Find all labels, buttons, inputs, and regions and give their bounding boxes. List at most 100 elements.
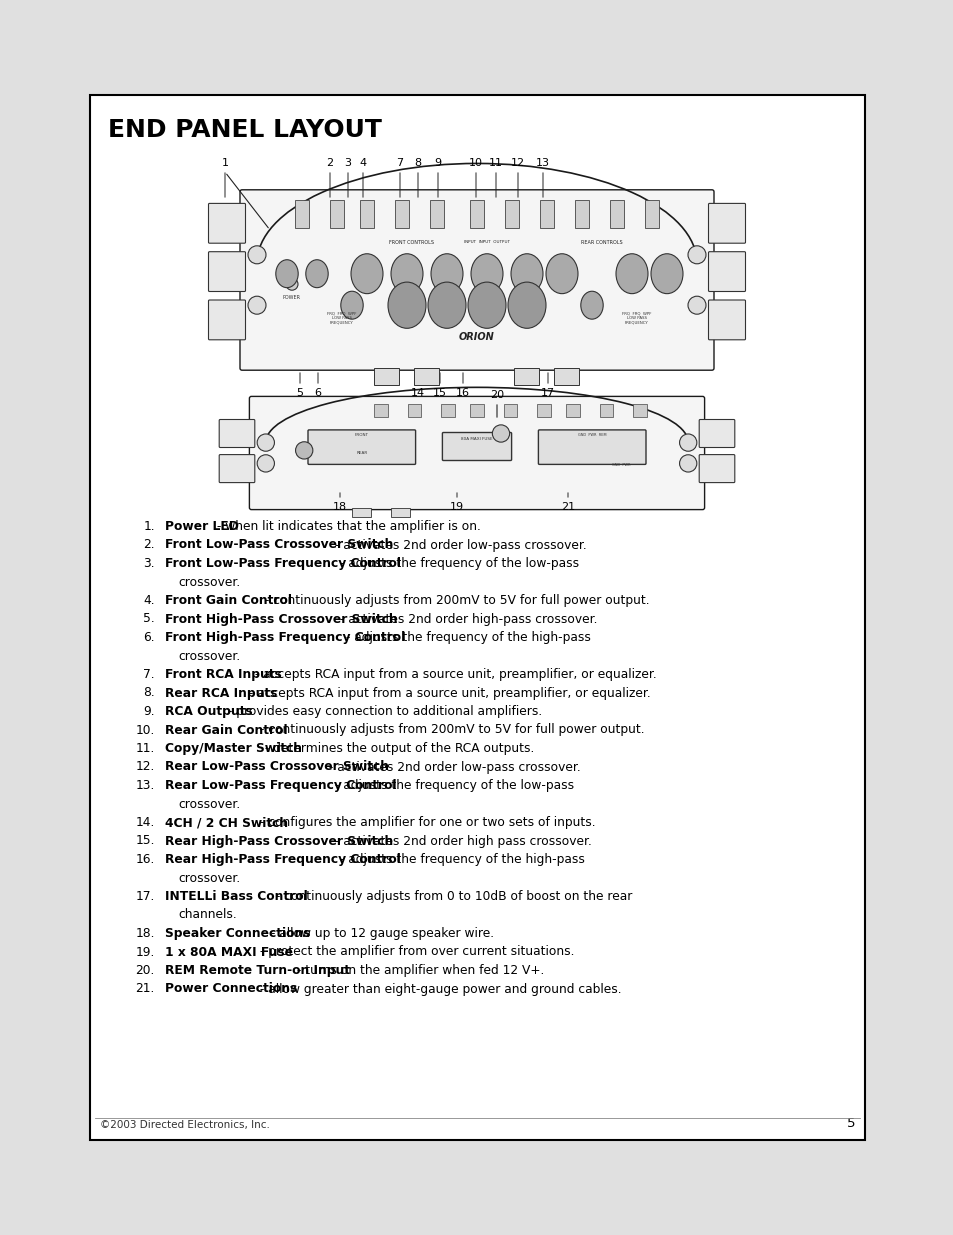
Text: 5: 5 (845, 1116, 854, 1130)
Bar (359, 200, 374, 227)
Text: Front High-Pass Frequency Control: Front High-Pass Frequency Control (165, 631, 405, 643)
Text: - allow up to 12 gauge speaker wire.: - allow up to 12 gauge speaker wire. (267, 927, 494, 940)
Ellipse shape (306, 259, 328, 288)
Text: 15.: 15. (135, 835, 154, 847)
Ellipse shape (616, 253, 647, 294)
Text: - determines the output of the RCA outputs.: - determines the output of the RCA outpu… (261, 742, 534, 755)
Text: 4.: 4. (143, 594, 154, 606)
Bar (609, 200, 623, 227)
Text: 16: 16 (456, 388, 470, 398)
Text: 10: 10 (469, 158, 482, 168)
Text: Rear Low-Pass Frequency Control: Rear Low-Pass Frequency Control (165, 779, 396, 792)
Circle shape (286, 278, 297, 290)
Text: Rear RCA Inputs: Rear RCA Inputs (165, 687, 277, 699)
Text: 13: 13 (536, 158, 550, 168)
Bar (352, 508, 371, 516)
Text: Rear High-Pass Frequency Control: Rear High-Pass Frequency Control (165, 853, 400, 866)
Ellipse shape (391, 253, 422, 294)
Text: ORION: ORION (458, 332, 495, 342)
Text: END PANEL LAYOUT: END PANEL LAYOUT (108, 119, 381, 142)
Text: - when lit indicates that the amplifier is on.: - when lit indicates that the amplifier … (213, 520, 480, 534)
FancyBboxPatch shape (699, 454, 734, 483)
Text: crossover.: crossover. (178, 650, 240, 662)
Text: 1: 1 (221, 158, 229, 168)
Text: 7: 7 (396, 158, 403, 168)
Text: REAR CONTROLS: REAR CONTROLS (580, 240, 622, 245)
Circle shape (679, 433, 696, 451)
Text: crossover.: crossover. (178, 872, 240, 884)
Text: 10.: 10. (135, 724, 154, 736)
Text: 6: 6 (314, 388, 321, 398)
Text: channels.: channels. (178, 909, 236, 921)
Text: ©2003 Directed Electronics, Inc.: ©2003 Directed Electronics, Inc. (100, 1120, 270, 1130)
Text: - configures the amplifier for one or two sets of inputs.: - configures the amplifier for one or tw… (255, 816, 595, 829)
Bar (537, 404, 550, 416)
Text: 15: 15 (433, 388, 447, 398)
Text: 80A MAXI FUSE: 80A MAXI FUSE (460, 437, 493, 441)
FancyBboxPatch shape (537, 430, 645, 464)
Circle shape (687, 246, 705, 264)
Text: REM Remote Turn-on Input: REM Remote Turn-on Input (165, 965, 350, 977)
Text: 14.: 14. (135, 816, 154, 829)
Text: 21.: 21. (135, 983, 154, 995)
FancyBboxPatch shape (708, 204, 744, 243)
Text: - accepts RCA input from a source unit, preamplifier, or equalizer.: - accepts RCA input from a source unit, … (245, 687, 650, 699)
Text: 8.: 8. (143, 687, 154, 699)
Text: 17: 17 (540, 388, 555, 398)
Circle shape (248, 246, 266, 264)
Bar (375, 368, 399, 385)
Ellipse shape (471, 253, 502, 294)
Text: Front Low-Pass Frequency Control: Front Low-Pass Frequency Control (165, 557, 400, 571)
Text: 11: 11 (489, 158, 502, 168)
Ellipse shape (275, 259, 298, 288)
Text: 2: 2 (326, 158, 334, 168)
FancyBboxPatch shape (308, 430, 416, 464)
Bar (390, 508, 410, 516)
Bar (430, 200, 443, 227)
Bar (644, 200, 659, 227)
Bar (566, 404, 579, 416)
Text: - adjusts the frequency of the high-pass: - adjusts the frequency of the high-pass (341, 631, 590, 643)
Text: - activates 2nd order high pass crossover.: - activates 2nd order high pass crossove… (331, 835, 591, 847)
Text: REAR: REAR (355, 451, 367, 456)
Text: 18: 18 (333, 501, 347, 513)
Bar (503, 404, 517, 416)
Text: - activates 2nd order low-pass crossover.: - activates 2nd order low-pass crossover… (325, 761, 580, 773)
Text: crossover.: crossover. (178, 798, 240, 810)
Text: 20.: 20. (135, 965, 154, 977)
Text: 17.: 17. (135, 890, 154, 903)
Ellipse shape (650, 253, 682, 294)
Bar (470, 200, 483, 227)
Text: 20: 20 (490, 390, 503, 400)
Text: 5.: 5. (143, 613, 154, 625)
Bar (514, 368, 539, 385)
Bar (90, 95, 864, 1140)
Text: - protect the amplifier from over current situations.: - protect the amplifier from over curren… (255, 946, 574, 958)
Ellipse shape (580, 291, 602, 319)
FancyBboxPatch shape (249, 396, 704, 510)
Text: RCA Outputs: RCA Outputs (165, 705, 253, 718)
FancyBboxPatch shape (708, 252, 744, 291)
Bar (441, 404, 455, 416)
Text: 12: 12 (511, 158, 524, 168)
Text: - continuously adjusts from 200mV to 5V for full power output.: - continuously adjusts from 200mV to 5V … (261, 594, 649, 606)
Text: Rear Gain Control: Rear Gain Control (165, 724, 287, 736)
FancyBboxPatch shape (209, 252, 245, 291)
Text: INTELLi Bass Control: INTELLi Bass Control (165, 890, 308, 903)
Text: 11.: 11. (135, 742, 154, 755)
Text: FRONT: FRONT (355, 433, 369, 437)
Ellipse shape (545, 253, 578, 294)
Bar (374, 404, 387, 416)
Text: - continuously adjusts from 200mV to 5V for full power output.: - continuously adjusts from 200mV to 5V … (255, 724, 644, 736)
Ellipse shape (340, 291, 363, 319)
Circle shape (295, 442, 313, 459)
Text: - activates 2nd order high-pass crossover.: - activates 2nd order high-pass crossove… (335, 613, 598, 625)
Text: Power LED: Power LED (165, 520, 238, 534)
Bar (395, 200, 409, 227)
Text: 13.: 13. (135, 779, 154, 792)
Text: Front RCA Inputs: Front RCA Inputs (165, 668, 281, 680)
FancyBboxPatch shape (219, 420, 254, 447)
Bar (539, 200, 554, 227)
Bar (470, 404, 483, 416)
Text: - accepts RCA input from a source unit, preamplifier, or equalizer.: - accepts RCA input from a source unit, … (251, 668, 656, 680)
